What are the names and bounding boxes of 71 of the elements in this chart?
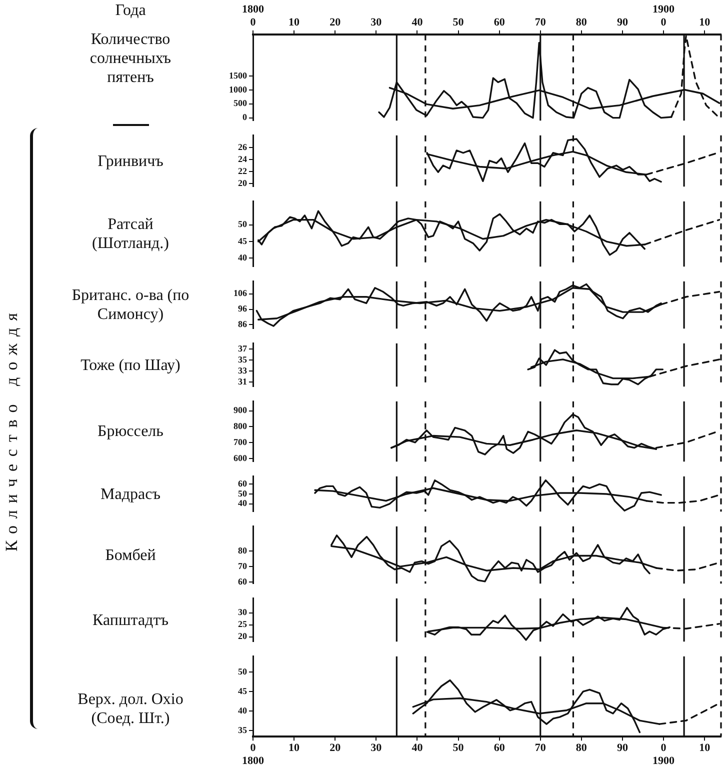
y-tick-label: 35 <box>238 354 248 364</box>
y-tick-label: 106 <box>234 288 248 298</box>
x-axis-title: Года <box>114 2 147 20</box>
y-tick-label: 26 <box>238 142 248 152</box>
y-axis-title: Верх. дол. Охіо (Соед. Шт.) <box>76 690 184 728</box>
x-tick-label: 80 <box>576 742 588 754</box>
y-axis-title: Гринвичъ <box>98 152 164 170</box>
y-tick-label: 86 <box>238 319 248 330</box>
x-tick-label: 20 <box>330 742 342 754</box>
y-axis-title: Мадрасъ <box>100 484 160 504</box>
y-tick-label: 1500 <box>229 70 248 80</box>
y-tick-label: 600 <box>234 452 248 463</box>
y-tick-label: 37 <box>238 343 248 354</box>
x-tick-label: 60 <box>494 16 506 29</box>
y-tick-label: 50 <box>238 219 248 230</box>
y-tick-label: 96 <box>238 304 248 314</box>
x-tick-label: 30 <box>370 16 382 29</box>
y-tick-label: 60 <box>238 478 248 489</box>
y-axis-title: Брюссель <box>98 422 164 441</box>
x-tick-label: 30 <box>370 742 382 754</box>
y-tick-label: 24 <box>238 154 248 164</box>
y-tick-label: 70 <box>238 560 248 571</box>
y-tick-label: 1000 <box>229 84 248 94</box>
y-tick-label: 50 <box>238 666 248 676</box>
y-tick-label: 800 <box>234 421 248 432</box>
x-tick-label: 10 <box>288 16 300 29</box>
y-tick-label: 33 <box>238 365 248 376</box>
x-tick-label: 70 <box>534 742 546 754</box>
y-axis-title: Количество солнечныхъ пятенъ <box>88 30 172 87</box>
x-tick-label: 90 <box>616 742 628 754</box>
y-axis-title: Ратсай (Шотланд.) <box>91 215 170 253</box>
y-axis-title: Бомбей <box>105 546 156 564</box>
x-tick-label: 0 1900 <box>652 742 676 768</box>
y-tick-label: 45 <box>238 236 248 246</box>
y-tick-label: 30 <box>238 607 248 618</box>
y-tick-label: 35 <box>238 725 248 736</box>
x-tick-label: 80 <box>576 16 588 29</box>
y-tick-label: 40 <box>238 252 248 263</box>
x-tick-label: 0 1800 <box>242 742 264 768</box>
y-tick-label: 20 <box>238 631 248 642</box>
y-tick-label: 45 <box>238 686 248 696</box>
y-tick-label: 50 <box>238 488 248 498</box>
x-tick-label: 50 <box>452 742 464 754</box>
y-tick-label: 25 <box>238 619 248 630</box>
y-tick-label: 700 <box>234 436 248 447</box>
y-tick-label: 31 <box>238 376 248 386</box>
x-tick-label: 10 <box>288 742 300 754</box>
y-tick-label: 900 <box>234 405 248 416</box>
x-tick-label: 40 <box>412 16 424 29</box>
y-axis-title: Тоже (по Шау) <box>80 356 180 374</box>
x-tick-label: 60 <box>494 742 506 754</box>
x-tick-label: 90 <box>616 16 628 29</box>
y-axis-title: Капштадтъ <box>92 610 168 630</box>
y-tick-label: 0 <box>242 112 248 122</box>
y-tick-label: 500 <box>234 98 248 108</box>
y-tick-label: 60 <box>238 576 248 586</box>
x-tick-label: 40 <box>412 742 424 754</box>
x-tick-label: 1800 0 <box>242 3 264 29</box>
y-tick-label: 20 <box>238 178 248 188</box>
x-tick-label: 10 <box>699 742 711 754</box>
y-tick-label: 80 <box>238 545 248 556</box>
x-tick-label: 10 <box>699 16 711 29</box>
x-tick-label: 20 <box>330 16 342 29</box>
x-tick-label: 1900 0 <box>652 3 676 29</box>
y-tick-label: 40 <box>238 498 248 508</box>
text: Количество дождя <box>2 306 22 552</box>
x-tick-label: 50 <box>452 16 464 29</box>
y-axis-title: Британс. о-ва (по Симонсу) <box>70 286 190 324</box>
y-tick-label: 40 <box>238 706 248 716</box>
y-tick-label: 22 <box>238 166 248 176</box>
x-tick-label: 70 <box>534 16 546 29</box>
